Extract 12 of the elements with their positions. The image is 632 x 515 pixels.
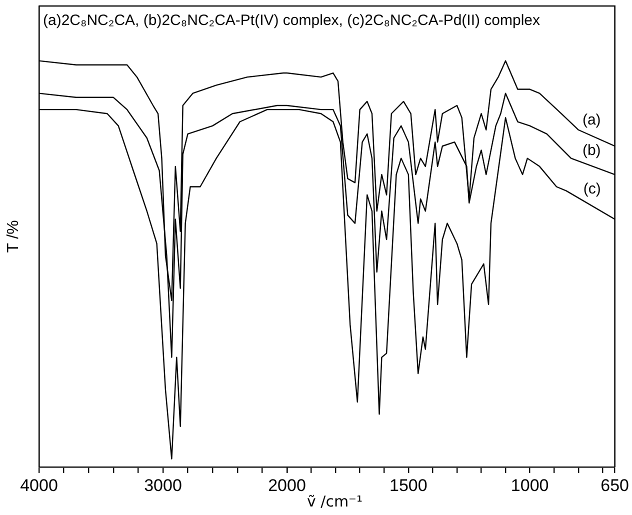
series-label: (b)	[582, 142, 601, 160]
x-tick-label: 1000	[510, 476, 549, 495]
x-axis-title: ṽ /cm⁻¹	[307, 492, 362, 510]
series-label: (c)	[583, 180, 601, 198]
chart-title: (a)2C₈NC₂CA, (b)2C₈NC₂CA-Pt(IV) complex, (c)2C₈NC₂CA-Pd(II) complex	[43, 12, 540, 29]
series-label: (a)	[582, 111, 601, 128]
y-axis-title: T /%	[5, 220, 22, 253]
x-tick-label: 3000	[144, 476, 182, 495]
x-tick-label: 1500	[390, 476, 428, 495]
x-tick-label: 650	[600, 476, 630, 495]
x-tick-label: 4000	[20, 476, 58, 495]
x-tick-label: 2000	[268, 476, 306, 495]
